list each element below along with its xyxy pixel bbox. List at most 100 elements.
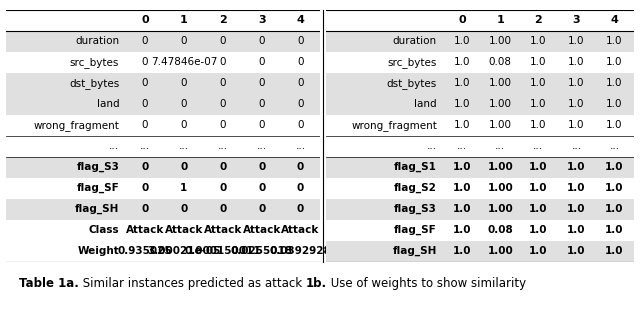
Text: 0: 0 — [258, 183, 266, 193]
Text: 1.0: 1.0 — [606, 99, 623, 109]
Bar — [6, 198, 320, 219]
Text: 4: 4 — [296, 15, 305, 25]
Text: 1.0: 1.0 — [567, 225, 586, 235]
Text: 1.0: 1.0 — [567, 162, 586, 172]
Bar — [6, 73, 320, 93]
Text: 1.0: 1.0 — [605, 225, 624, 235]
Text: 1.0: 1.0 — [454, 99, 470, 109]
Text: 0.08: 0.08 — [488, 225, 513, 235]
Text: 0: 0 — [259, 120, 265, 130]
Text: 0: 0 — [297, 162, 304, 172]
Text: 0.935025: 0.935025 — [118, 246, 172, 256]
Text: 1.0: 1.0 — [529, 246, 548, 256]
Text: 0: 0 — [259, 36, 265, 46]
Text: 1.0: 1.0 — [568, 57, 585, 67]
Text: ...: ... — [257, 141, 267, 151]
Text: 1.0: 1.0 — [605, 204, 624, 214]
Bar — [326, 93, 634, 115]
Text: 1.0: 1.0 — [568, 99, 585, 109]
Text: 1.0: 1.0 — [529, 225, 548, 235]
Text: 0: 0 — [220, 99, 226, 109]
Text: ...: ... — [427, 141, 437, 151]
Text: 1.0: 1.0 — [568, 120, 585, 130]
Text: 2: 2 — [219, 15, 227, 25]
Text: 1.00: 1.00 — [489, 99, 512, 109]
Text: 0: 0 — [259, 99, 265, 109]
Text: 0: 0 — [298, 36, 304, 46]
Text: 1.0: 1.0 — [567, 246, 586, 256]
Text: ...: ... — [457, 141, 467, 151]
Text: 1.00: 1.00 — [489, 36, 512, 46]
Text: 0: 0 — [180, 99, 187, 109]
Text: land: land — [414, 99, 437, 109]
Text: 0: 0 — [220, 120, 226, 130]
Text: 1.0: 1.0 — [605, 162, 624, 172]
Text: src_bytes: src_bytes — [388, 56, 437, 68]
Text: 4: 4 — [611, 15, 618, 25]
Text: 1.0: 1.0 — [454, 36, 470, 46]
Text: 0: 0 — [142, 120, 148, 130]
Text: flag_SH: flag_SH — [75, 204, 119, 214]
Text: ...: ... — [140, 141, 150, 151]
Text: 0: 0 — [258, 162, 266, 172]
Text: Use of weights to show similarity: Use of weights to show similarity — [327, 277, 526, 290]
Text: 0: 0 — [141, 162, 148, 172]
Text: 1.00: 1.00 — [488, 162, 513, 172]
Text: 1.0: 1.0 — [605, 246, 624, 256]
Bar — [6, 31, 320, 52]
Text: 0: 0 — [259, 57, 265, 67]
Bar — [326, 73, 634, 93]
Text: 3.00021e-05: 3.00021e-05 — [147, 246, 221, 256]
Text: 0: 0 — [180, 36, 187, 46]
Text: src_bytes: src_bytes — [70, 56, 119, 68]
Text: ...: ... — [495, 141, 506, 151]
Text: flag_SH: flag_SH — [392, 246, 437, 256]
Text: 1.0: 1.0 — [454, 120, 470, 130]
Text: 1b.: 1b. — [306, 277, 327, 290]
Text: dst_bytes: dst_bytes — [387, 78, 437, 89]
Text: duration: duration — [75, 36, 119, 46]
Text: 1.0: 1.0 — [530, 120, 547, 130]
Text: 1.0: 1.0 — [606, 36, 623, 46]
Text: 1.0: 1.0 — [529, 183, 548, 193]
Text: 0: 0 — [298, 78, 304, 88]
Text: 0: 0 — [142, 57, 148, 67]
Text: ...: ... — [296, 141, 306, 151]
Text: 1.0: 1.0 — [453, 225, 472, 235]
Text: 0: 0 — [219, 183, 227, 193]
Text: 0.000150011: 0.000150011 — [184, 246, 261, 256]
Text: 1.00: 1.00 — [488, 246, 513, 256]
Text: 0: 0 — [141, 204, 148, 214]
Text: 0: 0 — [180, 78, 187, 88]
Text: 1: 1 — [180, 15, 188, 25]
Text: Attack: Attack — [126, 225, 164, 235]
Text: Weight: Weight — [77, 246, 119, 256]
Text: Attack: Attack — [243, 225, 281, 235]
Text: 0.08: 0.08 — [489, 57, 512, 67]
Text: 0: 0 — [142, 36, 148, 46]
Text: duration: duration — [393, 36, 437, 46]
Text: 0: 0 — [259, 78, 265, 88]
Text: 1.0: 1.0 — [567, 183, 586, 193]
Text: 0: 0 — [220, 78, 226, 88]
Bar — [326, 241, 634, 262]
Text: 1.0: 1.0 — [605, 183, 624, 193]
Text: ...: ... — [533, 141, 543, 151]
Text: 1.0: 1.0 — [453, 162, 472, 172]
Text: 1: 1 — [497, 15, 504, 25]
Text: 1.0: 1.0 — [453, 204, 472, 214]
Text: flag_S2: flag_S2 — [394, 183, 437, 193]
Text: dst_bytes: dst_bytes — [69, 78, 119, 89]
Text: 1.0: 1.0 — [529, 162, 548, 172]
Text: 0: 0 — [141, 15, 149, 25]
Text: 1.0: 1.0 — [454, 57, 470, 67]
Text: wrong_fragment: wrong_fragment — [33, 120, 119, 130]
Text: 0: 0 — [297, 204, 304, 214]
Text: 1: 1 — [180, 183, 188, 193]
Text: Attack: Attack — [204, 225, 242, 235]
Text: flag_SF: flag_SF — [394, 225, 437, 235]
Text: ...: ... — [609, 141, 620, 151]
Text: flag_S3: flag_S3 — [394, 204, 437, 214]
Text: 1.0: 1.0 — [606, 57, 623, 67]
Text: 1.00: 1.00 — [489, 120, 512, 130]
